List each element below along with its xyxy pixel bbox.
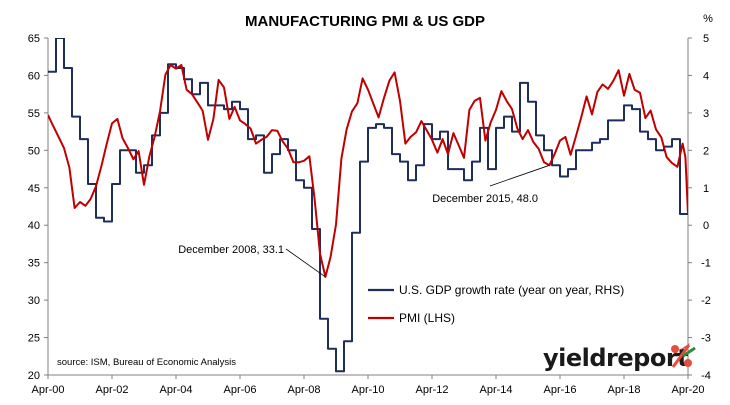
percent-logo-icon (671, 343, 696, 368)
series-line-gdp (48, 38, 688, 373)
right-axis-tick-label: 4 (703, 70, 709, 82)
right-axis-tick-label: -1 (701, 258, 711, 270)
right-axis-tick-label: 0 (703, 220, 709, 232)
right-axis-tick-labels: -4 -3 -2 -1 0 1 2 3 4 5 (688, 33, 711, 382)
right-axis-tick-label: -2 (701, 295, 711, 307)
source-note: source: ISM, Bureau of Economic Analysis (57, 357, 236, 368)
series-layer (48, 38, 688, 373)
x-axis-tick-label: Apr-10 (351, 384, 384, 396)
chart-title: MANUFACTURING PMI & US GDP (245, 13, 485, 30)
x-axis-tick-label: Apr-20 (671, 384, 704, 396)
legend: U.S. GDP growth rate (year on year, RHS)… (368, 283, 624, 325)
left-axis-tick-labels: 20 25 30 35 40 45 50 55 60 65 (28, 33, 48, 382)
right-axis-tick-label: 1 (703, 183, 709, 195)
left-axis-tick-label: 20 (28, 370, 40, 382)
right-axis-unit-label: % (703, 13, 713, 25)
x-axis-tick-label: Apr-02 (95, 384, 128, 396)
left-axis-tick-label: 65 (28, 33, 40, 45)
annotation-label-2008: December 2008, 33.1 (178, 244, 284, 256)
x-axis-tick-label: Apr-08 (287, 384, 320, 396)
annotation-leader-2015 (489, 164, 550, 187)
left-axis-tick-label: 55 (28, 108, 40, 120)
series-line-pmi (48, 64, 688, 278)
x-axis-tick-label: Apr-00 (31, 384, 64, 396)
left-axis-tick-label: 60 (28, 70, 40, 82)
left-axis-tick-label: 50 (28, 145, 40, 157)
right-axis-tick-label: 2 (703, 145, 709, 157)
annotation-layer: December 2008, 33.1 December 2015, 48.0 (178, 164, 550, 278)
yieldreport-logo: yieldreport (543, 343, 696, 372)
annotation-leader-2008 (285, 248, 326, 278)
x-axis-tick-label: Apr-16 (543, 384, 576, 396)
annotation-label-2015: December 2015, 48.0 (432, 193, 538, 205)
legend-label-pmi: PMI (LHS) (399, 311, 455, 325)
left-axis-tick-label: 35 (28, 258, 40, 270)
right-axis-tick-label: -3 (701, 333, 711, 345)
logo-wordmark: yieldreport (543, 344, 688, 372)
right-axis-tick-label: 3 (703, 108, 709, 120)
right-axis-tick-label: 5 (703, 33, 709, 45)
left-axis-tick-label: 30 (28, 295, 40, 307)
x-axis-tick-labels: Apr-00 Apr-02 Apr-04 Apr-06 Apr-08 Apr-10 Apr-… (31, 375, 705, 396)
x-axis-tick-label: Apr-04 (159, 384, 192, 396)
x-axis-tick-label: Apr-14 (479, 384, 512, 396)
x-axis-tick-label: Apr-06 (223, 384, 256, 396)
x-axis-tick-label: Apr-18 (607, 384, 640, 396)
legend-label-gdp: U.S. GDP growth rate (year on year, RHS) (399, 283, 624, 297)
x-axis-tick-label: Apr-12 (415, 384, 448, 396)
right-axis-tick-label: -4 (701, 370, 711, 382)
left-axis-tick-label: 25 (28, 333, 40, 345)
left-axis-tick-label: 40 (28, 220, 40, 232)
left-axis-tick-label: 45 (28, 183, 40, 195)
